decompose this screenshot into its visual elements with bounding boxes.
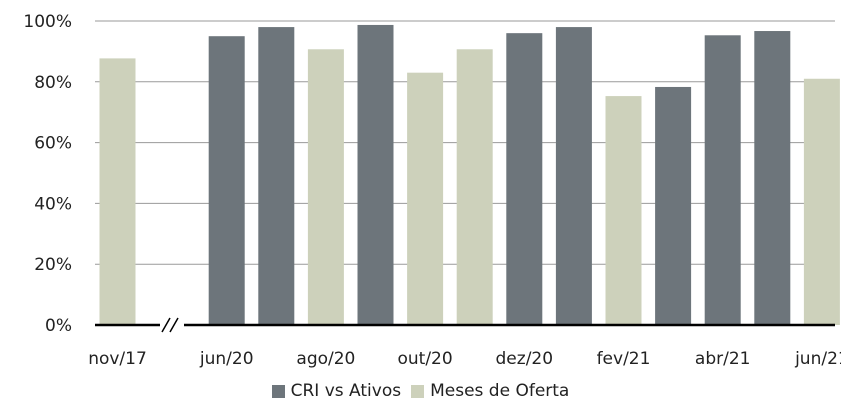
bar	[655, 86, 692, 325]
legend-item-cri-vs-ativos: CRI vs Ativos	[271, 381, 402, 401]
bar	[258, 27, 295, 326]
y-tick-label: 0%	[45, 316, 72, 336]
y-tick-label: 20%	[34, 255, 72, 275]
x-tick-label: out/20	[397, 349, 452, 369]
bar	[456, 49, 493, 325]
legend-swatch-meses-de-oferta	[411, 384, 425, 398]
legend-swatch-cri-vs-ativos	[271, 384, 285, 398]
axis-break-gap	[160, 316, 184, 334]
x-tick-label: ago/20	[296, 349, 355, 369]
bar	[99, 58, 136, 325]
legend-item-meses-de-oferta: Meses de Oferta	[411, 381, 569, 401]
x-tick-label: jun/21	[794, 349, 841, 369]
bar-chart: 0% 20% 40% 60% 80% 100% nov/17 jun/20 ago/20 out/…	[23, 12, 841, 369]
x-tick-label: fev/21	[597, 349, 651, 369]
x-tick-label: dez/20	[496, 349, 554, 369]
x-tick-label: jun/20	[199, 349, 254, 369]
bar	[704, 35, 741, 326]
bar	[506, 33, 543, 325]
bar	[407, 72, 444, 326]
bar	[357, 24, 394, 326]
bar	[307, 49, 344, 325]
y-tick-label: 80%	[34, 73, 72, 93]
bar	[754, 31, 791, 325]
legend-label-cri-vs-ativos: CRI vs Ativos	[290, 381, 402, 401]
chart-legend: CRI vs Ativos Meses de Oferta	[0, 381, 841, 401]
bar	[803, 78, 840, 325]
axis-break-mark	[161, 317, 171, 333]
x-tick-label: abr/21	[695, 349, 751, 369]
axis-break-mark	[169, 317, 179, 333]
bar	[208, 36, 245, 325]
y-tick-label: 100%	[23, 12, 72, 32]
x-tick-label: nov/17	[88, 349, 147, 369]
bar	[605, 96, 642, 325]
y-tick-label: 40%	[34, 194, 72, 214]
legend-label-meses-de-oferta: Meses de Oferta	[430, 381, 570, 401]
y-tick-label: 60%	[34, 134, 72, 154]
bar	[555, 27, 592, 326]
